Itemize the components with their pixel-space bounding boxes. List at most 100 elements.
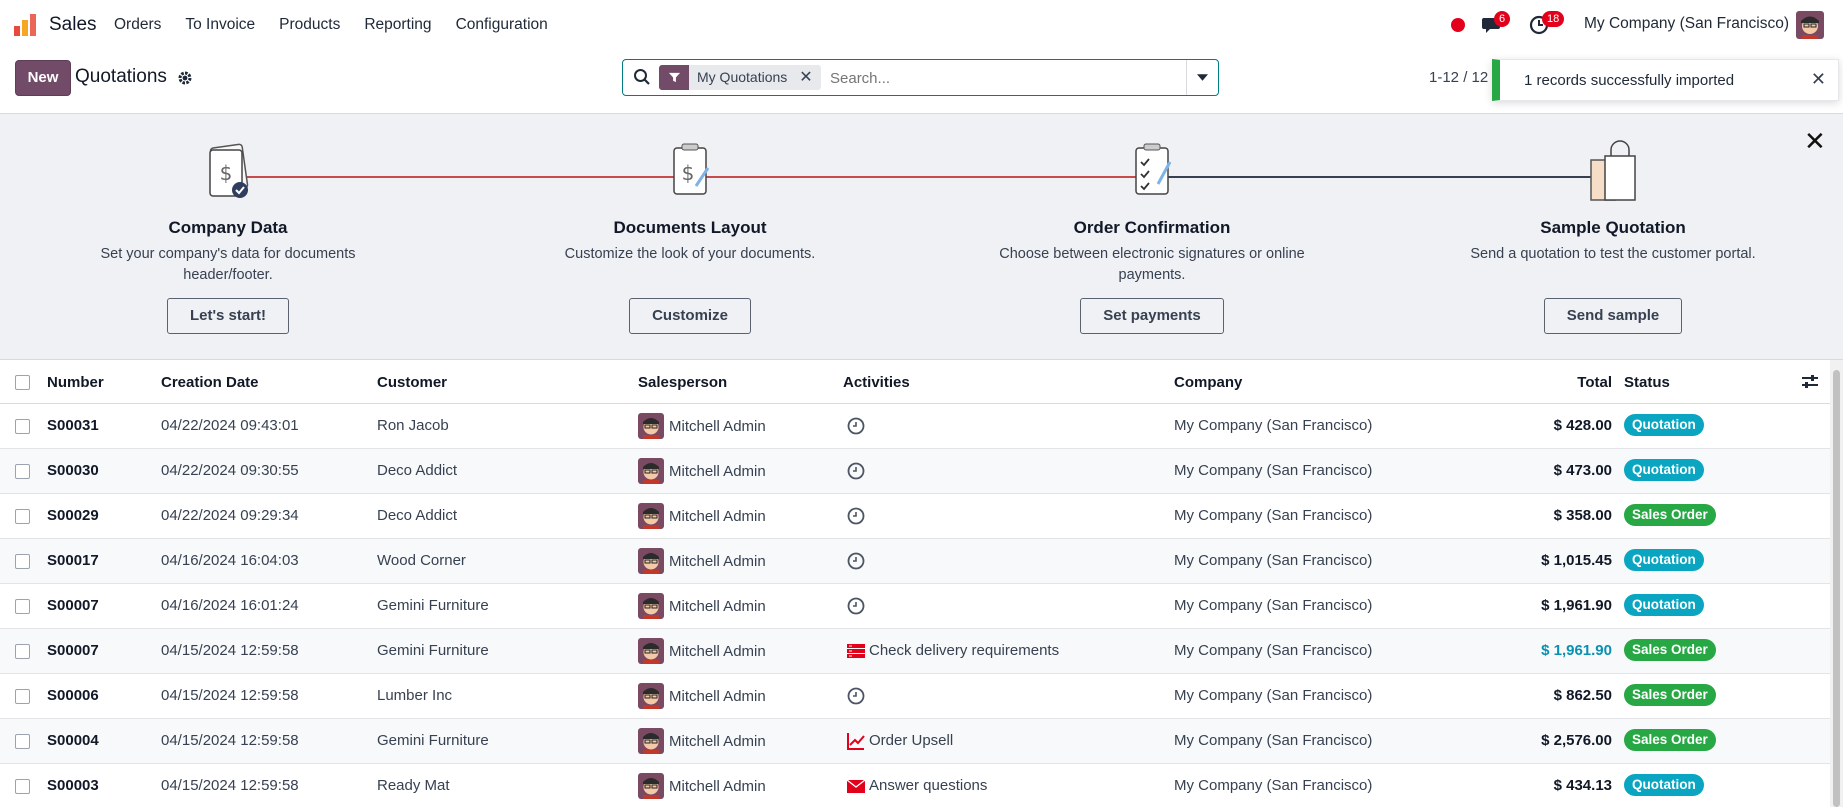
creation-date: 04/16/2024 16:04:03	[161, 552, 299, 569]
envelope-icon[interactable]	[846, 776, 866, 796]
customer-name: Wood Corner	[377, 552, 466, 569]
clock-icon[interactable]	[846, 686, 866, 706]
toast-close-icon[interactable]: ✕	[1810, 69, 1826, 89]
menu-products[interactable]: Products	[279, 16, 341, 33]
order-number: S00004	[47, 732, 99, 749]
company-name: My Company (San Francisco)	[1174, 642, 1373, 659]
company-name: My Company (San Francisco)	[1174, 687, 1373, 704]
clock-icon[interactable]	[846, 506, 866, 526]
salesperson-name: Mitchell Admin	[669, 598, 766, 615]
step-description: Set your company's data for documents he…	[100, 246, 356, 283]
salesperson-avatar	[638, 593, 664, 619]
row-checkbox[interactable]	[15, 554, 30, 569]
new-button[interactable]: New	[15, 60, 71, 96]
row-checkbox[interactable]	[15, 734, 30, 749]
menu-to-invoice[interactable]: To Invoice	[185, 16, 256, 33]
column-salesperson[interactable]: Salesperson	[638, 374, 728, 391]
user-avatar[interactable]	[1796, 11, 1824, 39]
app-name[interactable]: Sales	[49, 14, 97, 35]
checklist-icon	[1135, 143, 1172, 195]
column-status[interactable]: Status	[1624, 374, 1670, 391]
sales-app-icon[interactable]	[13, 13, 37, 37]
company-name: My Company (San Francisco)	[1174, 597, 1373, 614]
company-switcher[interactable]: My Company (San Francisco)	[1584, 15, 1790, 32]
column-company[interactable]: Company	[1174, 374, 1243, 391]
row-checkbox[interactable]	[15, 689, 30, 704]
onboarding-close-icon[interactable]: ✕	[1804, 126, 1826, 156]
table-row[interactable]: S00017 04/16/2024 16:04:03 Wood Corner Mitc…	[0, 539, 1830, 584]
scrollbar-thumb[interactable]	[1833, 370, 1840, 807]
recording-dot-icon[interactable]	[1451, 18, 1465, 32]
customer-name: Deco Addict	[377, 507, 458, 524]
table-row[interactable]: S00031 04/22/2024 09:43:01 Ron Jacob Mitche…	[0, 404, 1830, 449]
onboarding-step-documents-layout: $ Documents Layout Customize the look of…	[530, 140, 850, 334]
creation-date: 04/22/2024 09:29:34	[161, 507, 299, 524]
column-total[interactable]: Total	[1577, 374, 1612, 391]
main-menu: Orders To Invoice Products Reporting Con…	[114, 16, 572, 34]
table-row[interactable]: S00003 04/15/2024 12:59:58 Ready Mat Mitche…	[0, 764, 1830, 807]
onboarding-panel: ✕ $ Company Data Set your company's data…	[0, 114, 1843, 360]
menu-reporting[interactable]: Reporting	[364, 16, 432, 33]
onboarding-step-order-confirmation: Order Confirmation Choose between electr…	[992, 140, 1312, 334]
column-customer[interactable]: Customer	[377, 374, 448, 391]
clock-icon[interactable]	[846, 461, 866, 481]
document-layout-icon: $	[673, 143, 710, 195]
creation-date: 04/15/2024 12:59:58	[161, 687, 299, 704]
table-row[interactable]: S00004 04/15/2024 12:59:58 Gemini Furnitur…	[0, 719, 1830, 764]
customize-button[interactable]: Customize	[629, 298, 751, 334]
order-total: $ 428.00	[1553, 417, 1612, 434]
column-number[interactable]: Number	[47, 374, 104, 391]
table-row[interactable]: S00007 04/15/2024 12:59:58 Gemini Furnitur…	[0, 629, 1830, 674]
menu-orders[interactable]: Orders	[114, 16, 162, 33]
activity-summary[interactable]: Order Upsell	[869, 732, 954, 749]
company-name: My Company (San Francisco)	[1174, 417, 1373, 434]
onboarding-step-company-data: $ Company Data Set your company's data f…	[68, 140, 388, 334]
clock-icon[interactable]	[846, 416, 866, 436]
pager-value[interactable]: 1-12 / 12	[1429, 69, 1489, 86]
optional-columns-icon[interactable]	[1801, 374, 1819, 390]
clock-icon[interactable]	[846, 551, 866, 571]
table-row[interactable]: S00006 04/15/2024 12:59:58 Lumber Inc Mitch…	[0, 674, 1830, 719]
select-all-checkbox[interactable]	[15, 375, 30, 390]
table-row[interactable]: S00030 04/22/2024 09:30:55 Deco Addict Mitc…	[0, 449, 1830, 494]
order-total: $ 1,961.90	[1541, 597, 1612, 614]
row-checkbox[interactable]	[15, 419, 30, 434]
set-payments-button[interactable]: Set payments	[1080, 298, 1224, 334]
vertical-scrollbar[interactable]	[1830, 360, 1843, 807]
clock-icon[interactable]	[846, 596, 866, 616]
lets-start-button[interactable]: Let's start!	[166, 298, 290, 334]
salesperson-name: Mitchell Admin	[669, 733, 766, 750]
row-checkbox[interactable]	[15, 779, 30, 794]
customer-name: Ron Jacob	[377, 417, 449, 434]
company-name: My Company (San Francisco)	[1174, 732, 1373, 749]
row-checkbox[interactable]	[15, 644, 30, 659]
search-options-toggle[interactable]	[1186, 60, 1218, 95]
activity-summary[interactable]: Check delivery requirements	[869, 642, 1060, 659]
row-checkbox[interactable]	[15, 509, 30, 524]
table-row[interactable]: S00007 04/16/2024 16:01:24 Gemini Furnitur…	[0, 584, 1830, 629]
status-badge: Sales Order	[1624, 729, 1716, 751]
creation-date: 04/16/2024 16:01:24	[161, 597, 299, 614]
tasks-icon[interactable]	[846, 641, 866, 661]
search-icon[interactable]	[633, 68, 651, 86]
quotations-list: Number Creation Date Customer Salesperso…	[0, 360, 1843, 807]
menu-configuration[interactable]: Configuration	[455, 16, 548, 33]
row-checkbox[interactable]	[15, 464, 30, 479]
table-row[interactable]: S00029 04/22/2024 09:29:34 Deco Addict Mitc…	[0, 494, 1830, 539]
column-activities[interactable]: Activities	[843, 374, 910, 391]
row-checkbox[interactable]	[15, 599, 30, 614]
progress-line-pending	[1150, 176, 1610, 178]
creation-date: 04/15/2024 12:59:58	[161, 642, 299, 659]
order-number: S00007	[47, 597, 99, 614]
svg-text:$: $	[682, 161, 695, 185]
facet-remove-icon[interactable]: ✕	[795, 65, 821, 90]
send-sample-button[interactable]: Send sample	[1543, 298, 1683, 334]
chart-icon[interactable]	[846, 731, 866, 751]
gear-icon[interactable]	[177, 70, 193, 86]
salesperson-name: Mitchell Admin	[669, 643, 766, 660]
company-name: My Company (San Francisco)	[1174, 777, 1373, 794]
column-creation-date[interactable]: Creation Date	[161, 374, 259, 391]
search-input[interactable]	[830, 66, 1200, 90]
activity-summary[interactable]: Answer questions	[869, 777, 988, 794]
page-title[interactable]: Quotations	[75, 66, 167, 87]
